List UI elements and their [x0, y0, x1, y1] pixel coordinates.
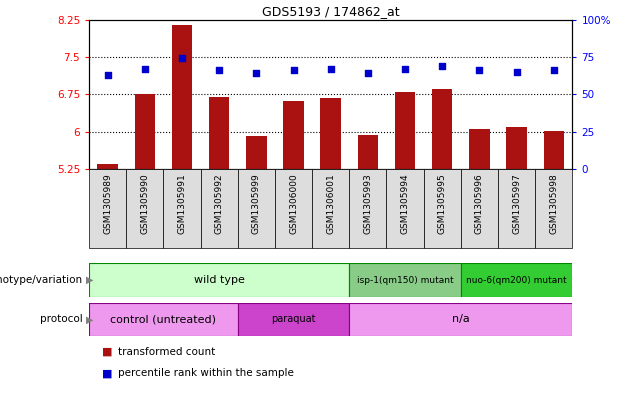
Text: GSM1305996: GSM1305996	[475, 173, 484, 234]
Text: GSM1305989: GSM1305989	[103, 173, 112, 234]
Text: GSM1305999: GSM1305999	[252, 173, 261, 234]
Bar	[246, 136, 266, 169]
Point	[102, 72, 113, 78]
Bar	[432, 89, 452, 169]
Bar	[349, 263, 461, 297]
Text: ■: ■	[102, 368, 113, 378]
Text: GSM1305993: GSM1305993	[363, 173, 373, 234]
Bar	[238, 169, 275, 248]
Text: GSM1305998: GSM1305998	[550, 173, 558, 234]
Bar	[461, 169, 498, 248]
Text: GSM1306001: GSM1306001	[326, 173, 335, 234]
Bar	[283, 101, 304, 169]
Bar	[135, 94, 155, 169]
Text: nuo-6(qm200) mutant: nuo-6(qm200) mutant	[466, 275, 567, 285]
Text: ■: ■	[102, 347, 113, 357]
Text: GSM1306000: GSM1306000	[289, 173, 298, 234]
Bar	[321, 98, 341, 169]
Bar	[172, 25, 192, 169]
Text: ▶: ▶	[86, 275, 93, 285]
Bar	[498, 169, 536, 248]
Point	[474, 67, 485, 73]
Title: GDS5193 / 174862_at: GDS5193 / 174862_at	[262, 6, 399, 18]
Point	[177, 55, 187, 62]
Bar	[89, 263, 349, 297]
Text: paraquat: paraquat	[272, 314, 316, 324]
Point	[214, 67, 225, 73]
Text: control (untreated): control (untreated)	[111, 314, 216, 324]
Bar	[469, 129, 490, 169]
Bar	[238, 303, 349, 336]
Text: GSM1305994: GSM1305994	[401, 173, 410, 233]
Point	[326, 66, 336, 72]
Text: GSM1305992: GSM1305992	[215, 173, 224, 233]
Bar	[126, 169, 163, 248]
Point	[437, 63, 447, 69]
Point	[363, 70, 373, 77]
Text: protocol: protocol	[40, 314, 83, 324]
Text: GSM1305991: GSM1305991	[177, 173, 186, 234]
Bar	[424, 169, 461, 248]
Bar	[536, 169, 572, 248]
Text: isp-1(qm150) mutant: isp-1(qm150) mutant	[357, 275, 453, 285]
Bar	[544, 130, 564, 169]
Point	[549, 67, 559, 73]
Bar	[89, 303, 238, 336]
Bar	[395, 92, 415, 169]
Bar	[163, 169, 200, 248]
Bar	[275, 169, 312, 248]
Text: genotype/variation: genotype/variation	[0, 275, 83, 285]
Bar	[387, 169, 424, 248]
Text: percentile rank within the sample: percentile rank within the sample	[118, 368, 294, 378]
Bar	[357, 135, 378, 169]
Text: transformed count: transformed count	[118, 347, 215, 357]
Bar	[312, 169, 349, 248]
Bar	[200, 169, 238, 248]
Point	[251, 70, 261, 77]
Text: n/a: n/a	[452, 314, 470, 324]
Bar	[349, 303, 572, 336]
Point	[511, 69, 522, 75]
Point	[289, 67, 299, 73]
Text: GSM1305990: GSM1305990	[141, 173, 149, 234]
Bar	[461, 263, 572, 297]
Text: GSM1305995: GSM1305995	[438, 173, 446, 234]
Text: wild type: wild type	[194, 275, 245, 285]
Text: GSM1305997: GSM1305997	[512, 173, 521, 234]
Bar	[209, 97, 230, 169]
Point	[140, 66, 150, 72]
Bar	[89, 169, 126, 248]
Bar	[349, 169, 387, 248]
Bar	[97, 164, 118, 169]
Bar	[506, 127, 527, 169]
Text: ▶: ▶	[86, 314, 93, 324]
Point	[400, 66, 410, 72]
